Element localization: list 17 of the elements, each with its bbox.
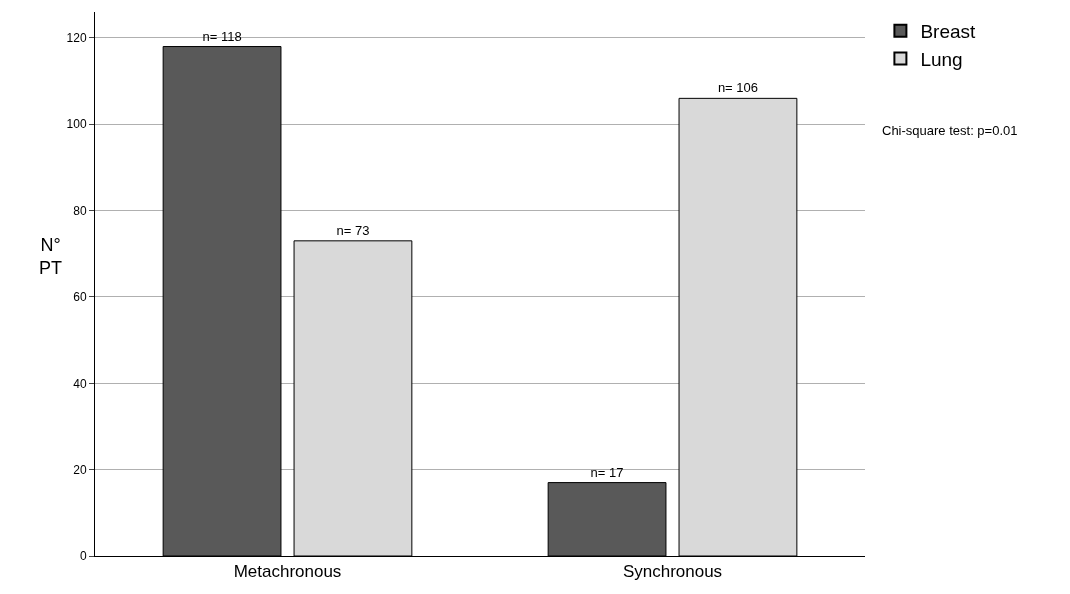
data-label: n= 17	[590, 464, 624, 480]
y-tick-label: 40	[73, 376, 87, 391]
y-axis-title: N° PT	[39, 235, 63, 279]
x-tick-label: Synchronous	[622, 562, 723, 582]
y-tick-label: 20	[73, 462, 87, 477]
legend-label: Lung	[920, 48, 963, 70]
data-label: n= 118	[202, 28, 242, 44]
data-label: n= 73	[336, 222, 370, 238]
x-tick-label: Metachronous	[233, 562, 342, 582]
y-tick-label: 80	[73, 203, 87, 218]
y-tick-label: 0	[79, 549, 87, 564]
y-tick-label: 100	[66, 117, 87, 132]
y-tick-label: 60	[73, 290, 87, 305]
legend-label: Breast	[920, 21, 977, 43]
y-tick-label: 120	[66, 31, 87, 46]
text: Chi-square test: p=0.01	[882, 123, 1018, 138]
data-label: n= 106	[717, 80, 759, 96]
